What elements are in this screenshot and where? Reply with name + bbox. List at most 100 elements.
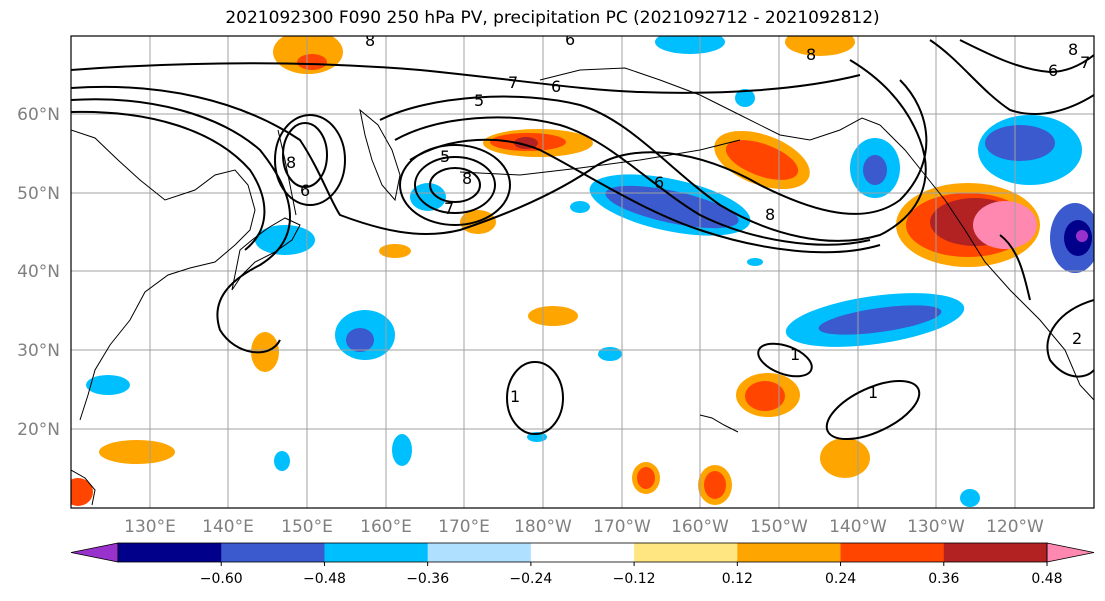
precip-blob <box>725 140 799 180</box>
contour-label: 7 <box>508 73 518 92</box>
colorbar-segment <box>737 543 842 562</box>
colorbar-tick-label: −0.12 <box>613 571 656 587</box>
precipitation-shading <box>71 36 1094 507</box>
pv-contour <box>1046 299 1094 378</box>
lon-label: 170°W <box>593 517 651 537</box>
pv-contour <box>399 144 511 226</box>
lon-label: 150°E <box>281 517 333 537</box>
pv-contour <box>414 156 496 214</box>
colorbar-segment <box>118 543 222 562</box>
precip-blob <box>410 183 446 211</box>
contour-label: 8 <box>806 45 816 64</box>
lat-label: 40°N <box>17 262 60 282</box>
colorbar-segment <box>427 543 532 562</box>
contour-label: 6 <box>565 30 575 49</box>
contour-label: 6 <box>654 173 664 192</box>
lon-label: 120°W <box>986 517 1044 537</box>
lon-label: 130°E <box>124 517 176 537</box>
colorbar-tick-label: 0.48 <box>1031 571 1062 587</box>
colorbar-tick-label: −0.24 <box>509 571 552 587</box>
precip-blob <box>598 347 622 361</box>
pv-contour <box>282 122 328 188</box>
latitude-labels: 60°N 50°N 40°N 30°N 20°N <box>17 105 60 440</box>
pv-contour <box>379 59 927 242</box>
lon-label: 170°E <box>438 517 490 537</box>
pv-contour <box>409 138 881 254</box>
precip-blob <box>99 440 175 464</box>
graticule <box>71 36 1094 508</box>
colorbar-tick-label: −0.36 <box>406 571 449 587</box>
contour-label: 1 <box>868 383 878 402</box>
longitude-labels: 130°E 140°E 150°E 160°E 170°E 180°W 170°… <box>124 517 1044 537</box>
colorbar-segment <box>221 543 325 562</box>
coastline-north-america <box>879 124 1094 401</box>
colorbar-tick-label: 0.24 <box>825 571 856 587</box>
pv-contour <box>71 62 861 94</box>
coastlines <box>71 67 1094 506</box>
lon-label: 160°E <box>360 517 412 537</box>
pv-contour <box>394 116 871 246</box>
colorbar: −0.60 −0.48 −0.36 −0.24 −0.12 0.12 0.24 0.36 0.4… <box>70 542 1095 587</box>
lat-label: 50°N <box>17 184 60 204</box>
contour-label: 6 <box>1048 61 1058 80</box>
coastline-hawaii <box>699 414 739 433</box>
contour-labels: 8 6 5 7 6 8 5 8 6 8 1 1 1 8 6 7 8 7 6 2 <box>286 30 1090 406</box>
contour-label: 8 <box>286 153 296 172</box>
contour-label: 8 <box>365 31 375 50</box>
precip-blob <box>392 434 412 466</box>
colorbar-extend-low <box>70 542 119 563</box>
precip-blob <box>86 375 130 395</box>
lat-label: 20°N <box>17 420 60 440</box>
contour-label: 8 <box>462 169 472 188</box>
precip-blob <box>818 305 942 335</box>
contour-label: 1 <box>790 345 800 364</box>
precip-blob <box>863 155 887 185</box>
precip-blob <box>637 467 655 489</box>
precip-blob <box>735 89 755 107</box>
pv-contour <box>929 39 1094 116</box>
colorbar-segment <box>943 543 1048 562</box>
precip-blob <box>785 36 855 56</box>
pv-contour <box>825 379 921 441</box>
contour-label: 2 <box>1072 329 1082 348</box>
precip-blob <box>960 489 980 507</box>
precip-blob <box>973 201 1037 249</box>
lon-label: 150°W <box>750 517 808 537</box>
pv-contour <box>71 98 291 354</box>
coastline-aleutians <box>459 139 741 176</box>
lon-label: 180°W <box>514 517 572 537</box>
coastline-philippines <box>71 469 96 506</box>
contour-label: 1 <box>510 387 520 406</box>
lon-label: 130°W <box>907 517 965 537</box>
pv-contour <box>999 234 1031 301</box>
map-frame <box>70 35 1095 509</box>
pv-contour <box>757 342 813 378</box>
colorbar-tick-label: −0.48 <box>303 571 346 587</box>
coastline-asia <box>71 129 256 421</box>
coastline-japan <box>231 217 301 291</box>
pv-contour <box>274 114 346 206</box>
lon-label: 140°E <box>202 517 254 537</box>
colorbar-segment <box>634 543 738 562</box>
colorbar-frame <box>117 542 1048 563</box>
precip-blob <box>297 54 327 70</box>
colorbar-extend-high <box>1046 542 1095 563</box>
lon-label: 160°W <box>671 517 729 537</box>
precip-blob <box>346 328 374 352</box>
precip-blob <box>71 478 93 506</box>
precip-blob <box>274 451 290 471</box>
colorbar-tick-label: 0.36 <box>928 571 959 587</box>
colorbar-segment <box>840 543 945 562</box>
contour-label: 6 <box>300 181 310 200</box>
coastline-kamchatka <box>359 108 401 202</box>
colorbar-tick-label: 0.12 <box>722 571 753 587</box>
contour-label: 6 <box>551 77 561 96</box>
pv-contours <box>71 39 1094 441</box>
precip-blob <box>655 36 725 54</box>
precip-blob <box>747 258 763 266</box>
contour-label: 7 <box>1080 53 1090 72</box>
precip-blob <box>528 306 578 326</box>
contour-label: 7 <box>444 199 454 218</box>
lon-label: 140°W <box>829 517 887 537</box>
